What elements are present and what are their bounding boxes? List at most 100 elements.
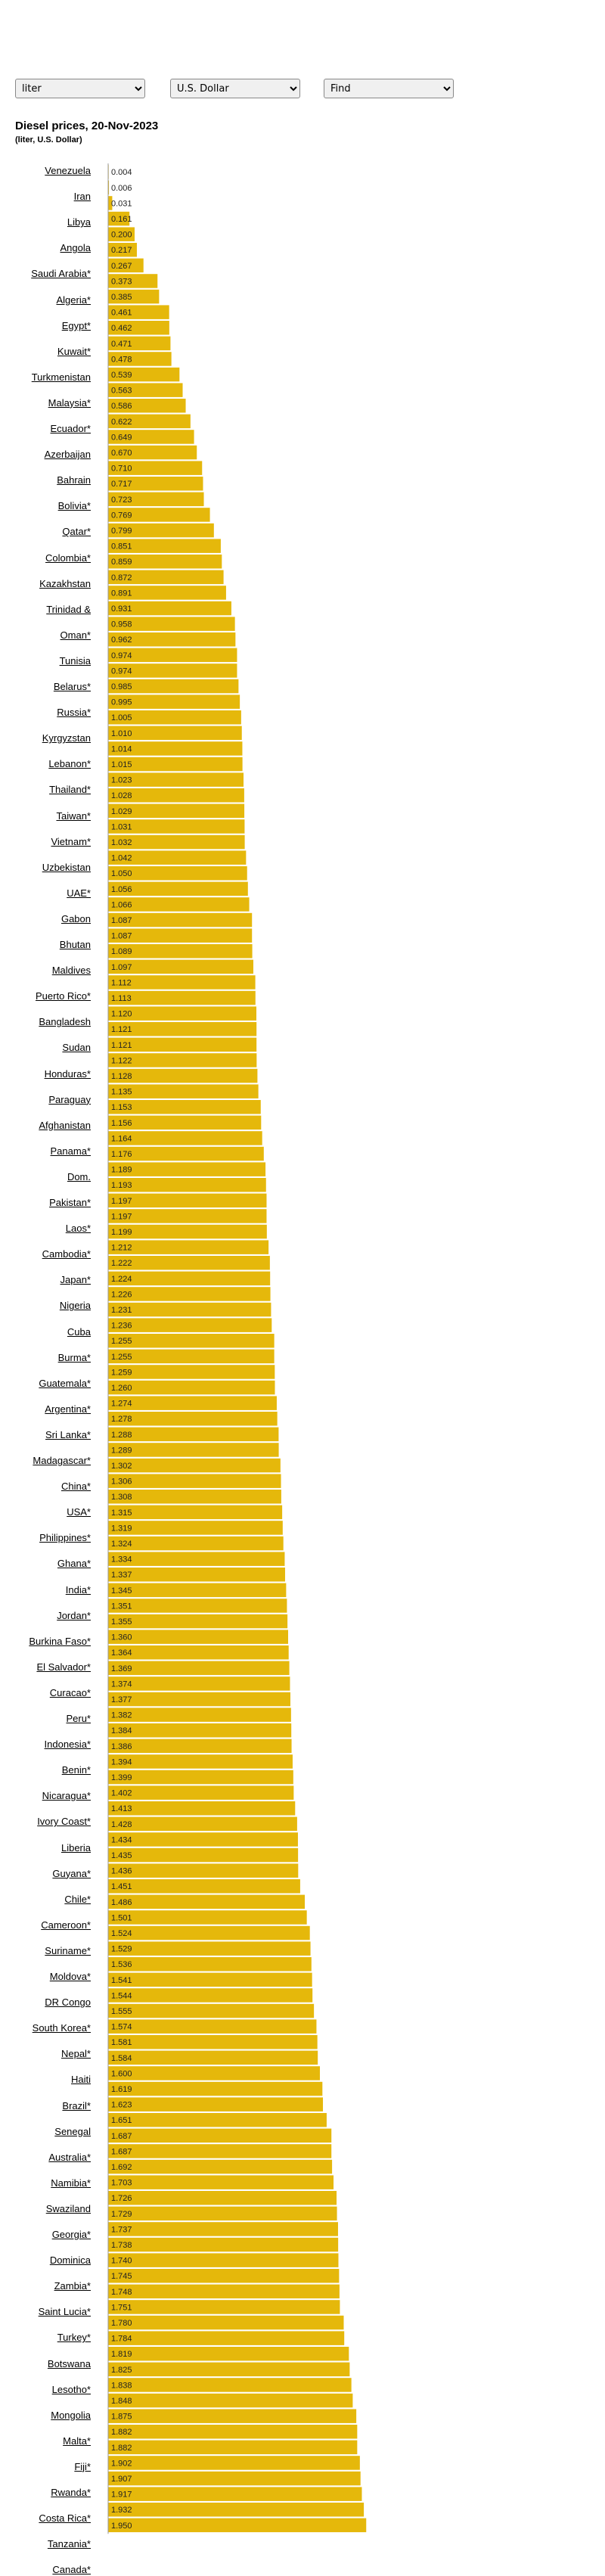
- country-link[interactable]: Kuwait*: [57, 345, 91, 357]
- country-link[interactable]: Belarus*: [53, 681, 91, 692]
- country-link[interactable]: Venezuela: [45, 165, 91, 176]
- country-link[interactable]: Nigeria: [59, 1300, 91, 1312]
- country-link[interactable]: Tunisia: [59, 654, 91, 667]
- country-link[interactable]: Madagascar*: [33, 1455, 91, 1466]
- country-link[interactable]: Colombia*: [45, 552, 91, 564]
- country-link[interactable]: Angola: [60, 242, 91, 254]
- country-link[interactable]: Burkina Faso*: [29, 1635, 91, 1647]
- currency-select[interactable]: U.S. Dollar: [170, 79, 300, 98]
- country-link[interactable]: Suriname*: [45, 1944, 91, 1956]
- country-link[interactable]: Guyana*: [52, 1867, 91, 1879]
- country-link[interactable]: Nicaragua*: [42, 1790, 91, 1802]
- country-link[interactable]: Lebanon*: [48, 758, 91, 770]
- country-link[interactable]: Kyrgyzstan: [42, 732, 91, 744]
- value-label: 1.222: [111, 1259, 132, 1268]
- country-link[interactable]: El Salvador*: [36, 1661, 91, 1673]
- country-link[interactable]: Laos*: [65, 1223, 91, 1235]
- country-link[interactable]: Zambia*: [54, 2280, 91, 2292]
- country-link[interactable]: Saint Lucia*: [38, 2306, 91, 2318]
- country-link[interactable]: Azerbaijan: [44, 449, 91, 461]
- country-link[interactable]: Ecuador*: [50, 423, 91, 434]
- country-link[interactable]: Thailand*: [49, 784, 91, 796]
- country-link[interactable]: Guatemala*: [39, 1377, 91, 1389]
- country-link[interactable]: Turkmenistan: [31, 371, 91, 383]
- country-link[interactable]: Sudan: [62, 1042, 91, 1054]
- country-link[interactable]: Peru*: [66, 1713, 91, 1724]
- country-link[interactable]: Ivory Coast*: [37, 1816, 91, 1828]
- country-link[interactable]: Bahrain: [57, 474, 91, 486]
- country-link[interactable]: India*: [65, 1583, 91, 1596]
- country-link[interactable]: South Korea*: [32, 2022, 91, 2034]
- find-select[interactable]: Find: [324, 79, 454, 98]
- country-link[interactable]: Bhutan: [59, 939, 91, 950]
- country-link[interactable]: Pakistan*: [49, 1197, 91, 1208]
- country-link[interactable]: Cuba: [67, 1325, 91, 1338]
- country-link[interactable]: Bolivia*: [57, 500, 91, 512]
- country-link[interactable]: Georgia*: [51, 2229, 91, 2240]
- country-link[interactable]: Dominica: [49, 2254, 91, 2267]
- country-link[interactable]: Libya: [67, 216, 91, 228]
- country-link[interactable]: Panama*: [50, 1145, 91, 1157]
- country-link[interactable]: Malta*: [63, 2435, 91, 2447]
- country-link[interactable]: Haiti: [70, 2074, 91, 2086]
- country-link[interactable]: Bangladesh: [39, 1016, 91, 1028]
- country-link[interactable]: Swaziland: [45, 2202, 91, 2214]
- country-link[interactable]: Vietnam*: [51, 835, 91, 847]
- country-link[interactable]: Russia*: [57, 707, 91, 719]
- country-link[interactable]: USA*: [67, 1506, 91, 1518]
- country-link[interactable]: Afghanistan: [39, 1119, 91, 1131]
- country-link[interactable]: Lesotho*: [51, 2383, 91, 2395]
- value-label: 1.386: [111, 1742, 132, 1751]
- country-link[interactable]: Egypt*: [61, 319, 91, 331]
- country-link[interactable]: Indonesia*: [44, 1739, 91, 1751]
- country-link[interactable]: Jordan*: [57, 1609, 91, 1621]
- value-label: 1.907: [111, 2475, 132, 2484]
- country-link[interactable]: Japan*: [60, 1274, 91, 1286]
- country-link[interactable]: Costa Rica*: [39, 2512, 91, 2525]
- country-link[interactable]: Saudi Arabia*: [31, 268, 91, 280]
- country-link[interactable]: Benin*: [61, 1764, 91, 1776]
- country-link[interactable]: Moldova*: [49, 1971, 91, 1982]
- country-link[interactable]: Rwanda*: [51, 2487, 91, 2498]
- country-link[interactable]: Senegal: [54, 2125, 91, 2137]
- country-link[interactable]: Qatar*: [62, 526, 91, 538]
- country-link[interactable]: Gabon: [60, 912, 91, 924]
- country-link[interactable]: Maldives: [51, 965, 91, 977]
- country-link[interactable]: Liberia: [60, 1841, 91, 1854]
- country-link[interactable]: Paraguay: [48, 1093, 91, 1105]
- country-link[interactable]: Cameroon*: [41, 1919, 91, 1931]
- country-link[interactable]: Philippines*: [39, 1532, 91, 1544]
- country-link[interactable]: UAE*: [67, 887, 91, 899]
- country-link[interactable]: Honduras*: [44, 1067, 91, 1080]
- unit-select[interactable]: liter: [15, 79, 145, 98]
- bar: [108, 2222, 338, 2236]
- country-link[interactable]: Australia*: [48, 2151, 91, 2163]
- country-link[interactable]: Kazakhstan: [39, 577, 91, 589]
- country-link[interactable]: DR Congo: [45, 1996, 91, 2009]
- country-link[interactable]: Algeria*: [56, 294, 91, 306]
- country-link[interactable]: China*: [60, 1481, 91, 1493]
- country-link[interactable]: Iran: [73, 191, 91, 203]
- country-link[interactable]: Argentina*: [45, 1403, 91, 1415]
- country-link[interactable]: Mongolia: [51, 2409, 91, 2421]
- country-link[interactable]: Cambodia*: [42, 1248, 91, 1260]
- country-link[interactable]: Botswana: [47, 2357, 91, 2369]
- country-link[interactable]: Turkey*: [57, 2332, 91, 2344]
- country-link[interactable]: Taiwan*: [56, 809, 91, 822]
- country-link[interactable]: Brazil*: [62, 2099, 91, 2111]
- country-link[interactable]: Malaysia*: [48, 396, 91, 409]
- country-link[interactable]: Tanzania*: [47, 2538, 91, 2550]
- country-link[interactable]: Oman*: [60, 629, 91, 641]
- country-link[interactable]: Uzbekistan: [42, 861, 91, 873]
- country-link[interactable]: Ghana*: [57, 1558, 91, 1570]
- country-link[interactable]: Fiji*: [74, 2460, 91, 2472]
- country-link[interactable]: Dom.: [67, 1170, 91, 1182]
- country-link[interactable]: Sri Lanka*: [45, 1428, 91, 1440]
- country-link[interactable]: Trinidad &: [46, 603, 91, 615]
- country-link[interactable]: Curacao*: [49, 1686, 91, 1698]
- country-link[interactable]: Burma*: [57, 1351, 91, 1363]
- country-link[interactable]: Nepal*: [60, 2048, 91, 2060]
- country-link[interactable]: Chile*: [64, 1893, 91, 1905]
- country-link[interactable]: Namibia*: [51, 2177, 91, 2189]
- country-link[interactable]: Puerto Rico*: [36, 990, 91, 1002]
